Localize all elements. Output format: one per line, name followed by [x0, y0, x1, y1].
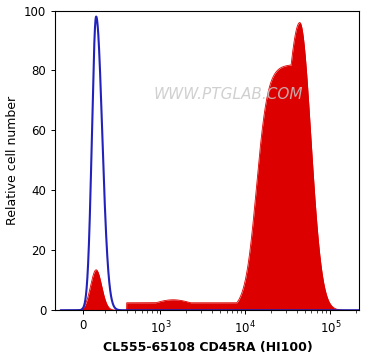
Y-axis label: Relative cell number: Relative cell number — [5, 96, 19, 225]
X-axis label: CL555-65108 CD45RA (HI100): CL555-65108 CD45RA (HI100) — [103, 341, 312, 355]
Text: WWW.PTGLAB.COM: WWW.PTGLAB.COM — [154, 87, 303, 102]
